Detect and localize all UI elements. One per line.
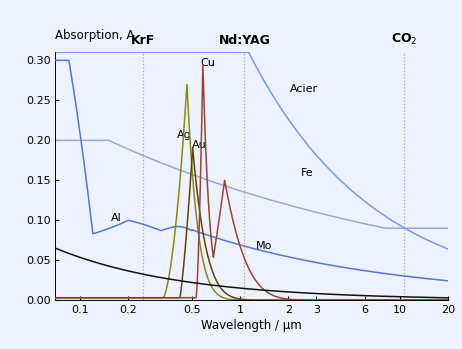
Text: Nd:YAG: Nd:YAG [219,35,270,47]
X-axis label: Wavelength / μm: Wavelength / μm [201,319,302,332]
Text: Cu: Cu [201,58,215,68]
Text: Mo: Mo [255,240,272,251]
Text: Acier: Acier [290,84,318,94]
Text: CO$_2$: CO$_2$ [391,32,417,47]
Text: Absorption, A: Absorption, A [55,29,135,43]
Text: Ag: Ag [176,130,191,140]
Text: Fe: Fe [301,168,314,178]
Text: Al: Al [110,213,122,223]
Text: KrF: KrF [131,35,155,47]
Text: Au: Au [192,140,207,150]
